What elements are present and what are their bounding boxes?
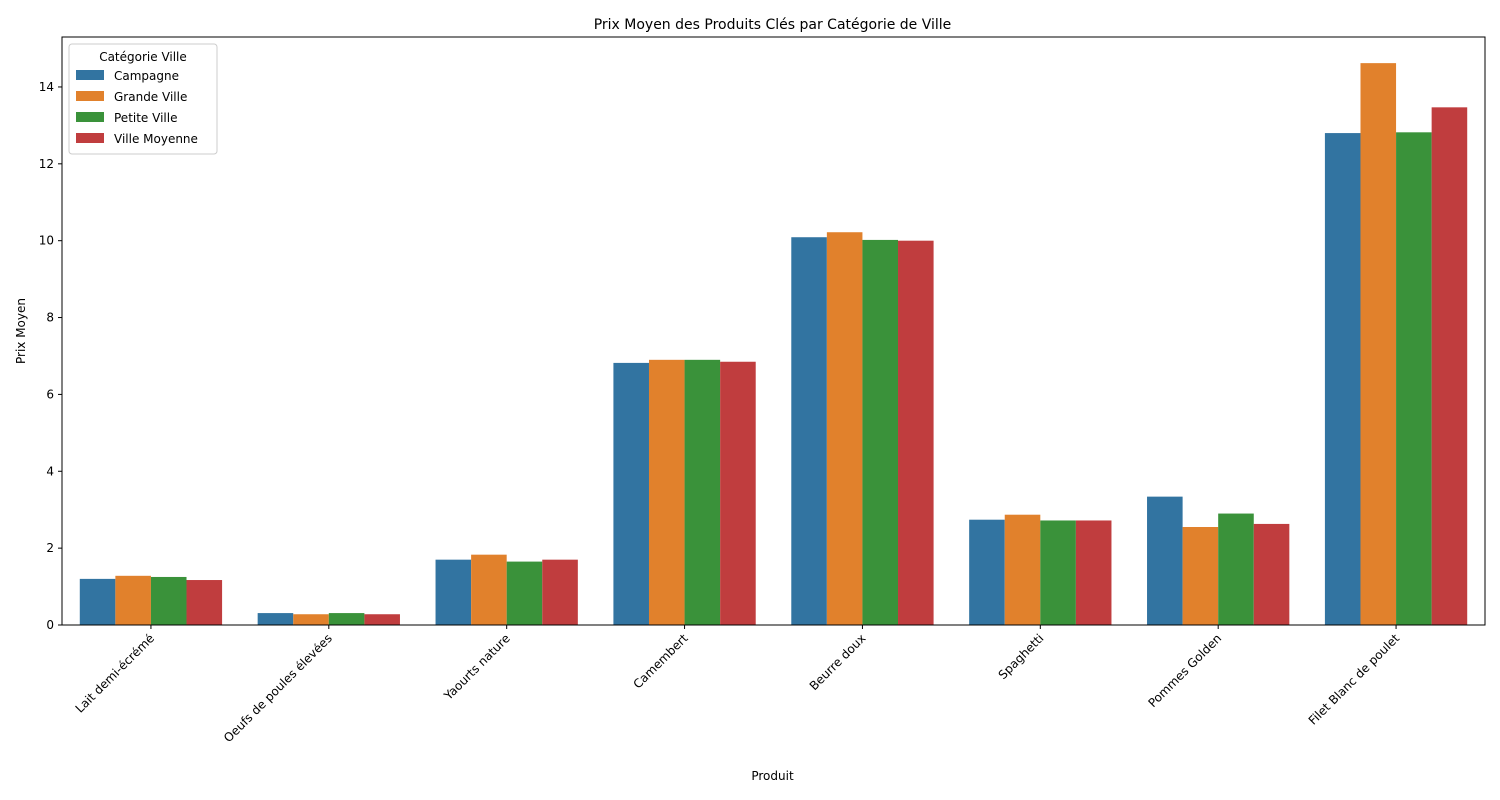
y-axis: 0 2 4 6 8 10 12 14 <box>39 80 62 632</box>
bar-3-6: Ville Moyenne — Pommes Golden: 2.63 <box>1253 523 1290 625</box>
bar-0-6: Campagne — Pommes Golden: 3.34 <box>1147 496 1183 625</box>
bar-2-2: Petite Ville — Yaourts nature: 1.65 <box>506 561 543 625</box>
y-tick-label: 0 <box>46 618 54 632</box>
bar-3-5: Ville Moyenne — Spaghetti: 2.72 <box>1075 520 1112 625</box>
legend-swatch-0 <box>76 70 104 80</box>
bar-1-0: Grande Ville — Lait demi-écrémé: 1.28 <box>115 575 151 625</box>
bar-1-1: Grande Ville — Oeufs de poules élevées: … <box>293 614 329 625</box>
legend-label-0: Campagne <box>114 69 179 83</box>
bar-1-4: Grande Ville — Beurre doux: 10.22 <box>826 232 863 625</box>
bars-group: Campagne — Lait demi-écrémé: 1.2Grande V… <box>79 63 1468 626</box>
x-tick-label: Lait demi-écrémé <box>73 631 157 715</box>
legend-label-3: Ville Moyenne <box>114 132 198 146</box>
y-tick-label: 14 <box>39 80 54 94</box>
x-tick-label: Oeufs de poules élevées <box>221 631 335 745</box>
bar-3-4: Ville Moyenne — Beurre doux: 10 <box>898 240 934 625</box>
bar-2-7: Petite Ville — Filet Blanc de poulet: 12… <box>1396 132 1432 625</box>
bar-3-1: Ville Moyenne — Oeufs de poules élevées:… <box>364 614 400 625</box>
bar-0-2: Campagne — Yaourts nature: 1.7 <box>435 559 472 625</box>
legend-swatch-1 <box>76 91 104 101</box>
bar-3-2: Ville Moyenne — Yaourts nature: 1.7 <box>542 559 578 625</box>
bar-2-0: Petite Ville — Lait demi-écrémé: 1.25 <box>150 576 187 625</box>
bar-2-1: Petite Ville — Oeufs de poules élevées: … <box>328 613 365 625</box>
bar-1-3: Grande Ville — Camembert: 6.9 <box>648 359 685 625</box>
plot-frame <box>61 36 1486 626</box>
legend-label-1: Grande Ville <box>114 90 187 104</box>
y-tick-label: 10 <box>39 234 54 248</box>
legend-label-2: Petite Ville <box>114 111 177 125</box>
y-tick-label: 4 <box>46 464 54 478</box>
bar-2-3: Petite Ville — Camembert: 6.9 <box>684 359 721 625</box>
bar-1-2: Grande Ville — Yaourts nature: 1.83 <box>471 554 507 625</box>
legend-swatch-2 <box>76 112 104 122</box>
bar-1-6: Grande Ville — Pommes Golden: 2.55 <box>1182 527 1219 625</box>
bar-2-6: Petite Ville — Pommes Golden: 2.9 <box>1218 513 1254 625</box>
bar-0-7: Campagne — Filet Blanc de poulet: 12.8 <box>1324 133 1361 625</box>
x-tick-label: Pommes Golden <box>1145 631 1224 710</box>
legend-title: Catégorie Ville <box>99 50 187 64</box>
y-tick-label: 6 <box>46 387 54 401</box>
x-tick-label: Filet Blanc de poulet <box>1306 631 1403 728</box>
x-tick-label: Camembert <box>630 631 690 691</box>
x-tick-label: Beurre doux <box>807 631 869 693</box>
x-axis-label: Produit <box>751 769 794 783</box>
y-axis-label: Prix Moyen <box>14 298 28 364</box>
bar-0-3: Campagne — Camembert: 6.82 <box>613 362 649 625</box>
bar-2-4: Petite Ville — Beurre doux: 10.02 <box>862 239 899 625</box>
bar-0-5: Campagne — Spaghetti: 2.74 <box>969 519 1005 625</box>
y-tick-label: 2 <box>46 541 54 555</box>
chart-title: Prix Moyen des Produits Clés par Catégor… <box>594 17 952 33</box>
bar-3-0: Ville Moyenne — Lait demi-écrémé: 1.17 <box>186 580 223 625</box>
bar-2-5: Petite Ville — Spaghetti: 2.72 <box>1040 520 1076 625</box>
x-tick-label: Yaourts nature <box>441 631 513 703</box>
bar-0-1: Campagne — Oeufs de poules élevées: 0.31 <box>257 613 294 625</box>
bar-1-5: Grande Ville — Spaghetti: 2.87 <box>1004 514 1041 625</box>
bar-1-7: Grande Ville — Filet Blanc de poulet: 14… <box>1360 63 1397 625</box>
x-tick-label: Spaghetti <box>996 631 1047 682</box>
bar-3-7: Ville Moyenne — Filet Blanc de poulet: 1… <box>1431 107 1468 626</box>
legend-swatch-3 <box>76 133 104 143</box>
bar-0-0: Campagne — Lait demi-écrémé: 1.2 <box>79 578 116 625</box>
legend: Catégorie Ville Campagne Grande Ville Peti… <box>68 43 218 155</box>
bar-0-4: Campagne — Beurre doux: 10.09 <box>791 237 827 625</box>
legend-box <box>68 43 218 155</box>
y-tick-label: 8 <box>46 311 54 325</box>
x-axis: Lait demi-écrémé Oeufs de poules élevées Y… <box>73 625 1403 745</box>
y-tick-label: 12 <box>39 157 54 171</box>
bar-3-3: Ville Moyenne — Camembert: 6.85 <box>720 361 756 625</box>
